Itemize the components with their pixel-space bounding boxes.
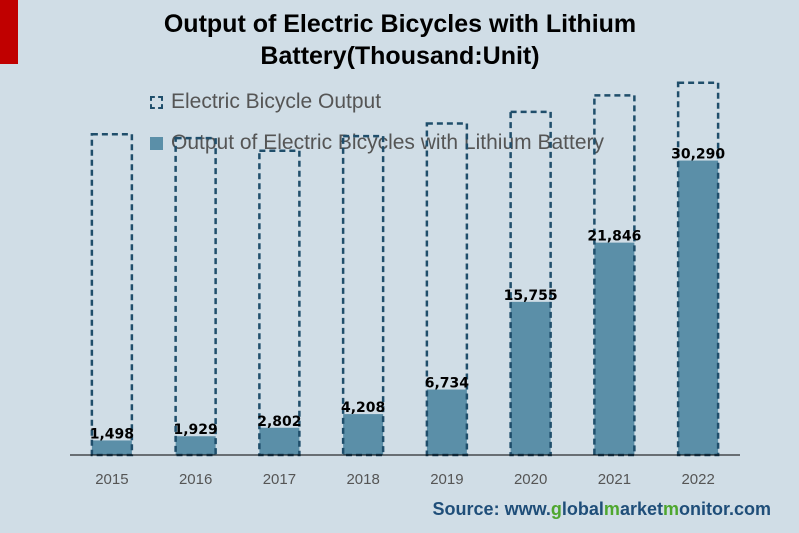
x-tick-label-2015: 2015 xyxy=(95,471,128,488)
bar-total-2017 xyxy=(258,149,301,457)
bar-lithium-2022 xyxy=(678,160,719,455)
source-domain: globalmarketmonitor.com xyxy=(551,499,771,519)
bar-total-2015 xyxy=(90,132,134,457)
bar-lithium-2018 xyxy=(343,414,384,455)
x-tick-label-2020: 2020 xyxy=(514,471,547,488)
legend: Electric Bicycle Output Output of Electr… xyxy=(150,88,604,170)
legend-swatch-solid xyxy=(150,136,163,150)
x-tick-label-2021: 2021 xyxy=(598,471,631,488)
source-prefix: Source: www. xyxy=(432,499,551,519)
legend-item-lithium: Output of Electric Bicycles with Lithium… xyxy=(150,129,604,157)
data-label-2020: 15,755 xyxy=(504,288,558,304)
bar-lithium-2020 xyxy=(510,301,551,455)
source-part-0: g xyxy=(550,499,562,519)
bar-lithium-2017 xyxy=(259,427,300,455)
source-part-1: lobal xyxy=(561,499,604,519)
bar-lithium-2016 xyxy=(175,436,216,455)
legend-label-lithium: Output of Electric Bicycles with Lithium… xyxy=(171,131,604,154)
accent-bar xyxy=(0,0,18,64)
source-part-4: m xyxy=(662,499,679,519)
data-label-2019: 6,734 xyxy=(425,376,470,392)
legend-item-total: Electric Bicycle Output xyxy=(150,88,604,116)
source-part-3: arket xyxy=(619,499,663,519)
legend-label-total: Electric Bicycle Output xyxy=(171,90,382,113)
data-label-2015: 1,498 xyxy=(90,426,134,442)
x-tick-label-2016: 2016 xyxy=(179,471,212,488)
bar-lithium-2019 xyxy=(426,389,467,455)
bar-total-2021 xyxy=(593,94,636,457)
x-tick-label-2018: 2018 xyxy=(346,471,379,488)
x-tick-label-2022: 2022 xyxy=(681,471,714,488)
bar-lithium-2021 xyxy=(594,242,635,455)
legend-swatch-dashed xyxy=(150,95,163,109)
chart-title: Output of Electric Bicycles with Lithium… xyxy=(163,10,637,70)
bar-total-2016 xyxy=(174,136,217,457)
source-part-5: onitor.com xyxy=(678,499,771,519)
source-note: Source: www.globalmarketmonitor.com xyxy=(433,499,771,520)
data-label-2018: 4,208 xyxy=(341,400,385,416)
x-tick-label-2017: 2017 xyxy=(263,471,296,488)
source-part-2: m xyxy=(603,499,620,519)
x-tick-label-2019: 2019 xyxy=(430,471,463,488)
bar-lithium-2015 xyxy=(91,440,132,455)
data-label-2021: 21,846 xyxy=(587,229,641,245)
bar-total-2018 xyxy=(341,134,385,457)
data-label-2017: 2,802 xyxy=(257,414,301,430)
data-label-2016: 1,929 xyxy=(173,422,217,438)
data-label-2022: 30,290 xyxy=(671,147,725,163)
